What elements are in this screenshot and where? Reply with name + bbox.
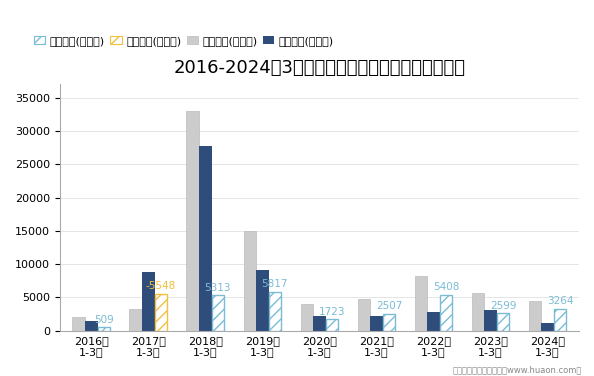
- Bar: [154, 294, 167, 331]
- Bar: [497, 314, 510, 331]
- Bar: [541, 323, 554, 331]
- Text: 5313: 5313: [204, 283, 231, 293]
- Text: 3264: 3264: [547, 296, 573, 306]
- Text: -5548: -5548: [146, 281, 176, 291]
- Bar: [199, 146, 211, 331]
- Bar: [313, 315, 326, 331]
- Text: 5408: 5408: [433, 282, 459, 292]
- Bar: [244, 231, 256, 331]
- Bar: [484, 310, 497, 331]
- Bar: [358, 300, 370, 331]
- Text: 509: 509: [94, 315, 113, 325]
- Bar: [370, 316, 383, 331]
- Bar: [211, 296, 224, 331]
- Bar: [415, 276, 427, 331]
- Bar: [472, 293, 484, 331]
- Bar: [256, 270, 268, 331]
- Text: 制图：华经产业研究院（www.huaon.com）: 制图：华经产业研究院（www.huaon.com）: [453, 365, 582, 374]
- Bar: [268, 292, 281, 331]
- Bar: [529, 301, 541, 331]
- Bar: [142, 272, 154, 331]
- Bar: [554, 309, 567, 331]
- Bar: [72, 317, 85, 331]
- Bar: [326, 319, 338, 331]
- Bar: [129, 309, 142, 331]
- Title: 2016-2024年3月贵州省外商投资企业进出口差额图: 2016-2024年3月贵州省外商投资企业进出口差额图: [173, 59, 466, 77]
- Text: 1723: 1723: [319, 307, 345, 317]
- Bar: [97, 327, 110, 331]
- Bar: [427, 312, 440, 331]
- Bar: [301, 304, 313, 331]
- Bar: [383, 314, 395, 331]
- Text: 5817: 5817: [262, 279, 288, 290]
- Bar: [440, 295, 453, 331]
- Bar: [85, 321, 97, 331]
- Text: 2599: 2599: [490, 301, 516, 311]
- Bar: [187, 111, 199, 331]
- Legend: 贸易顺差(万美元), 贸易逆差(万美元), 出口总额(万美元), 进口总额(万美元): 贸易顺差(万美元), 贸易逆差(万美元), 出口总额(万美元), 进口总额(万美…: [34, 36, 334, 46]
- Text: 2507: 2507: [376, 302, 402, 311]
